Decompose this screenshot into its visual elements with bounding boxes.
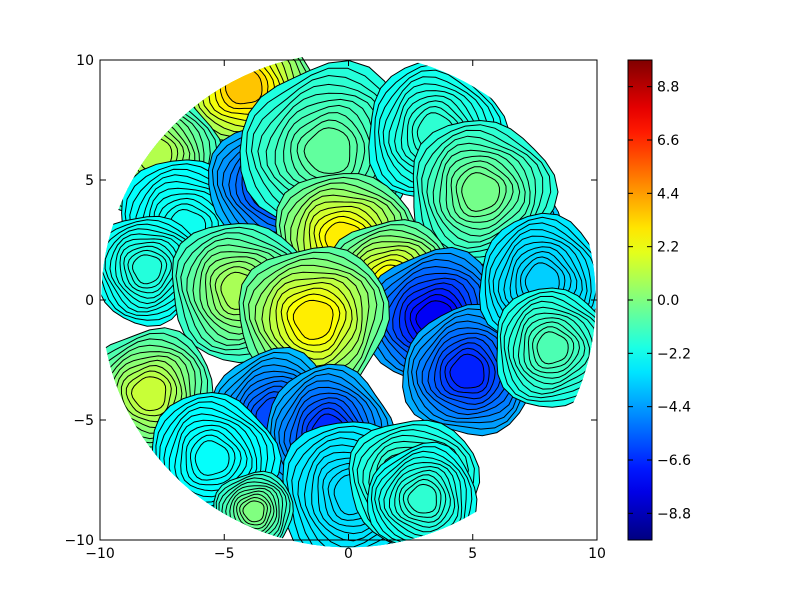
- contour-blob: [213, 470, 294, 548]
- colorbar-tick-label: 4.4: [657, 186, 679, 202]
- contour-field: [101, 52, 596, 548]
- contour-level: [407, 483, 437, 514]
- contour-level: [292, 299, 334, 340]
- x-tick-label: 0: [344, 546, 353, 562]
- contour-level: [449, 353, 485, 389]
- contour-level: [194, 440, 230, 476]
- contour-level: [242, 500, 265, 523]
- colorbar-tick-label: −6.6: [657, 453, 691, 469]
- contour-level: [461, 172, 501, 212]
- x-tick-label: 10: [588, 546, 606, 562]
- y-tick-label: 10: [76, 53, 94, 69]
- colorbar-tick-label: −4.4: [657, 400, 691, 416]
- contour-level: [132, 254, 163, 285]
- x-tick-label: −5: [214, 546, 235, 562]
- x-tick-label: −10: [85, 546, 115, 562]
- colorbar-tick-label: −8.8: [657, 506, 691, 522]
- colorbar-tick-label: 2.2: [657, 240, 679, 256]
- contour-level: [303, 127, 351, 174]
- contour-blob: [402, 303, 534, 437]
- y-tick-label: −5: [73, 413, 94, 429]
- contour-blob: [496, 287, 596, 408]
- y-tick-label: 0: [85, 293, 94, 309]
- colorbar-tick-label: −2.2: [657, 346, 691, 362]
- colorbar-axis: −8.8 −6.6 −4.4 −2.2 0.0 2.2 4.4 6.6 8.8: [628, 80, 691, 522]
- contour-level: [130, 376, 167, 412]
- contour-level: [536, 331, 569, 365]
- colorbar-tick-label: 8.8: [657, 80, 679, 96]
- x-tick-label: 5: [468, 546, 477, 562]
- y-tick-label: 5: [85, 173, 94, 189]
- y-axis: −10 −5 0 5 10: [64, 53, 597, 549]
- colorbar-tick-label: 6.6: [657, 133, 679, 149]
- y-tick-label: −10: [64, 533, 94, 549]
- x-axis: −10 −5 0 5 10: [85, 60, 606, 562]
- colorbar-tick-label: 0.0: [657, 293, 679, 309]
- contour-blob: [101, 215, 205, 327]
